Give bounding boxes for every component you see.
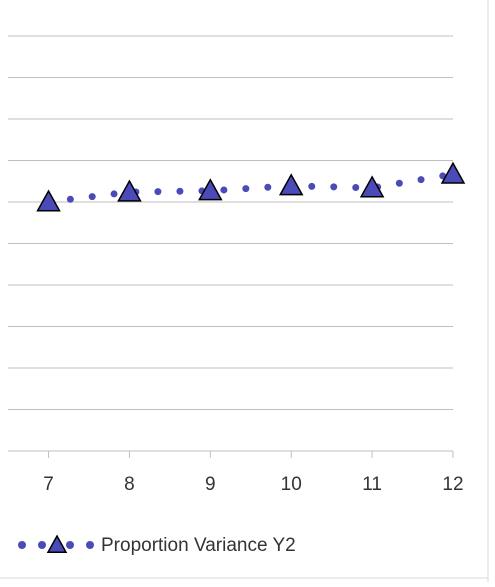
legend-label: Proportion Variance Y2 [101, 535, 296, 556]
legend-dot [66, 541, 74, 549]
x-tick-label: 12 [442, 474, 463, 495]
data-point [440, 161, 466, 184]
data-point [359, 175, 385, 198]
data-point [36, 189, 61, 212]
x-tick-label: 11 [362, 474, 382, 495]
x-tick-label: 10 [281, 474, 302, 495]
data-point [278, 173, 304, 196]
x-tick-label: 9 [205, 474, 216, 495]
legend-dot [86, 541, 94, 549]
x-tick-label: 8 [124, 474, 135, 495]
data-point [117, 179, 142, 202]
legend-dot [38, 541, 46, 549]
data-point [198, 178, 223, 201]
x-tick-label: 7 [43, 474, 54, 495]
legend-dot [18, 541, 26, 549]
series-line [45, 170, 457, 206]
legend-marker [46, 534, 68, 553]
